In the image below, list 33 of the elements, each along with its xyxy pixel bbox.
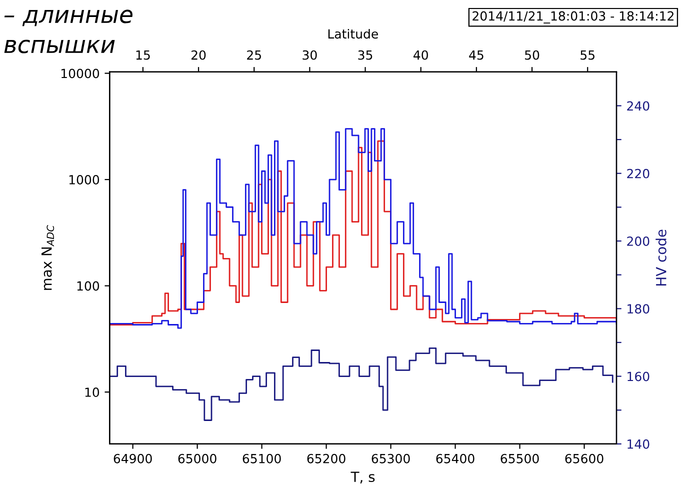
x-axis-title: T, s (350, 472, 375, 484)
x-tick-label: 64900 (114, 454, 152, 464)
y-axis-title: max N$_{ADC}$ (42, 225, 54, 290)
x-tick-label: 65200 (307, 454, 346, 464)
y2-tick-label: 160 (628, 372, 650, 382)
y2-tick-label: 180 (628, 304, 650, 314)
y2-tick-label: 220 (627, 168, 650, 178)
x2-tick-label: 25 (247, 50, 261, 60)
x2-tick-label: 30 (302, 50, 317, 60)
x-tick-label: 65000 (178, 454, 216, 464)
y2-tick-label: 200 (627, 236, 650, 246)
y-tick-label: 1000 (69, 175, 100, 184)
x2-tick-label: 15 (136, 50, 150, 60)
y2-axis-title: HV code (656, 230, 666, 286)
x2-tick-label: 55 (580, 50, 594, 60)
y2-tick-label: 240 (627, 101, 650, 111)
y-tick-label: 10 (85, 388, 100, 397)
y-tick-label: 10000 (61, 68, 100, 78)
x2-tick-label: 50 (525, 50, 540, 60)
x2-tick-label: 40 (414, 50, 428, 60)
x-tick-label: 65600 (565, 454, 604, 464)
x2-axis-title: Latitude (328, 28, 378, 39)
x-tick-label: 65400 (436, 454, 474, 464)
x2-tick-label: 20 (191, 50, 206, 60)
y-tick-label: 100 (77, 281, 100, 291)
x-tick-label: 65500 (500, 454, 539, 464)
y2-tick-label: 140 (628, 439, 650, 449)
x2-tick-label: 45 (469, 50, 484, 60)
x2-tick-label: 35 (358, 50, 372, 60)
x-tick-label: 65100 (242, 454, 281, 464)
text: 2014/11/21_18:01:03 - 18:14:12 (472, 11, 674, 24)
chart-title: – длинные вспышки (4, 10, 132, 54)
x-tick-label: 65300 (372, 454, 410, 464)
